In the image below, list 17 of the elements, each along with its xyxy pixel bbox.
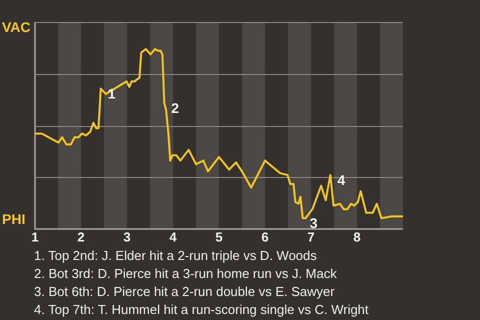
x-tick-label: 4: [169, 229, 178, 244]
x-tick-label: 6: [261, 229, 269, 244]
text: PHI: [2, 210, 26, 227]
annotation: 2: [171, 100, 180, 116]
text: 2. Bot 3rd: D. Pierce hit a 3-run home run vs J. Mack: [34, 265, 338, 283]
x-tick-label: 2: [77, 229, 85, 244]
x-tick-label: 1: [31, 229, 39, 244]
x-tick-label: 7: [307, 229, 315, 244]
text: VAC: [2, 18, 31, 35]
x-tick-label: 5: [215, 229, 223, 244]
text: 4. Top 7th: T. Hummel hit a run-scoring single vs C. Wright: [34, 301, 369, 319]
annotation: 4: [337, 172, 346, 188]
annotation: 3: [310, 215, 318, 232]
text: 3. Bot 6th: D. Pierce hit a 2-run double vs E. Sawyer: [34, 283, 336, 301]
text: 1. Top 2nd: J. Elder hit a 2-run triple vs D. Woods: [34, 247, 318, 265]
x-tick-label: 3: [123, 229, 131, 244]
x-tick-label: 8: [353, 229, 361, 244]
